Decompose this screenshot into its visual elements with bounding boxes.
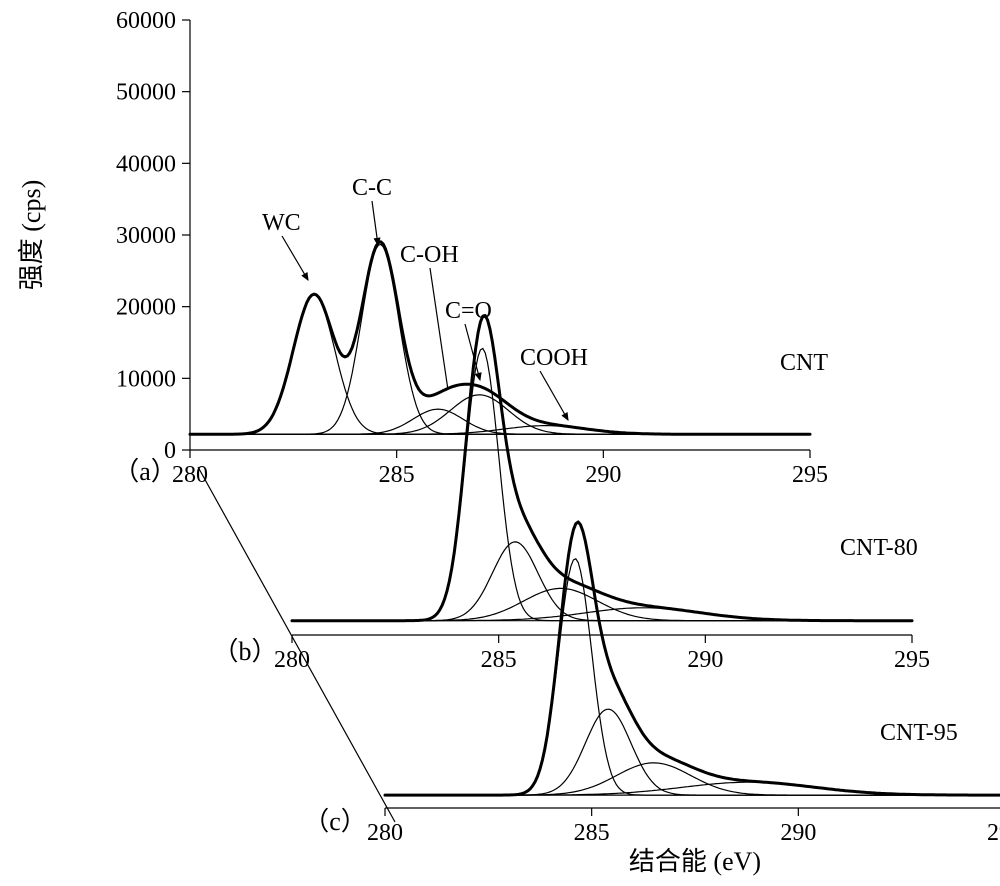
component-b-COOH [292,608,912,621]
panel-label-a: （a） [113,457,177,486]
svg-text:40000: 40000 [116,151,176,177]
y-axis-label: 强度 (cps) [17,180,46,290]
annotation-arrow-C-C [372,201,378,245]
svg-text:60000: 60000 [116,8,176,34]
svg-text:285: 285 [481,647,517,673]
svg-text:285: 285 [574,820,610,846]
svg-text:290: 290 [585,462,621,488]
svg-text:280: 280 [274,647,310,673]
panel-label-b: （b） [212,637,277,666]
annotation-COOH: COOH [520,345,588,371]
annotation-C-OH: C-OH [400,242,459,268]
component-b-C-OH [292,542,912,621]
svg-text:50000: 50000 [116,80,176,106]
annotation-arrow-COOH [540,371,568,420]
annotation-C=O: C=O [445,298,492,324]
svg-text:290: 290 [687,647,723,673]
annotation-C-C: C-C [352,175,392,201]
annotation-line-C-OH [430,268,448,390]
svg-text:295: 295 [792,462,828,488]
annotation-arrow-WC [282,236,308,280]
svg-text:295: 295 [987,820,1000,846]
svg-text:280: 280 [172,462,208,488]
series-label-a: CNT [780,350,828,376]
component-a-C-OH [190,409,810,434]
annotation-WC: WC [262,210,301,236]
svg-text:10000: 10000 [116,366,176,392]
component-c-C-C [385,559,1000,795]
svg-text:280: 280 [367,820,403,846]
x-axis-label: 结合能 (eV) [629,847,761,876]
component-a-WC [190,295,810,435]
svg-text:290: 290 [780,820,816,846]
panel-label-c: （c） [303,807,367,836]
svg-text:20000: 20000 [116,295,176,321]
series-label-b: CNT-80 [840,535,918,561]
svg-text:295: 295 [894,647,930,673]
series-label-c: CNT-95 [880,720,958,746]
svg-text:285: 285 [379,462,415,488]
svg-text:30000: 30000 [116,223,176,249]
